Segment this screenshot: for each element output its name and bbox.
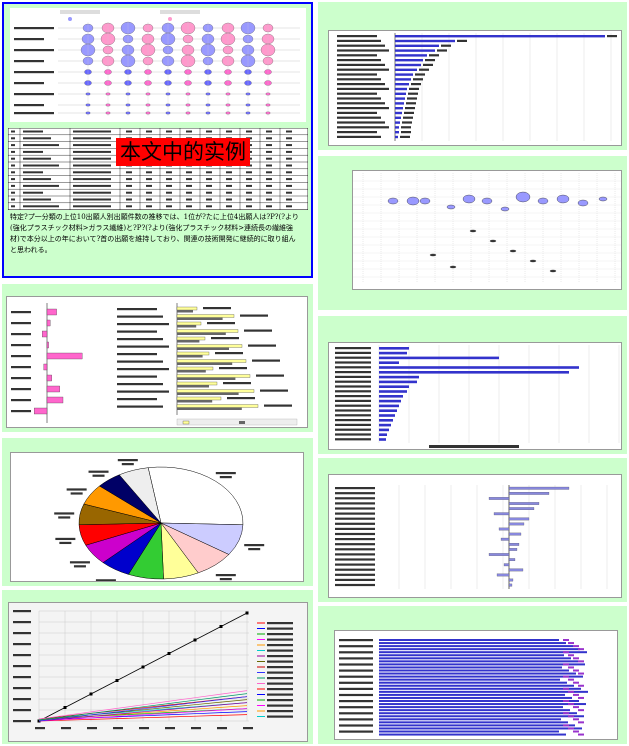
bubble-chart — [10, 8, 306, 122]
pie-chart — [10, 452, 304, 582]
group-ranking-svg — [329, 343, 622, 450]
keyword-chart — [328, 474, 622, 598]
body-line-4: と思われる。 — [10, 245, 305, 256]
group-ranking-panel — [318, 316, 627, 454]
line-svg — [9, 603, 308, 742]
bar-ranking-chart — [6, 296, 308, 428]
bar-ranking-panel — [2, 284, 313, 432]
pie-svg — [11, 453, 304, 582]
line-chart — [8, 602, 308, 742]
term-panel — [318, 606, 627, 744]
body-line-3: 材)で本分以上の年において?首の出願を維持しており、関連の技術開発に継続的に取り… — [10, 234, 305, 245]
keyword-svg — [329, 475, 622, 598]
term-chart — [334, 630, 618, 740]
pie-panel — [2, 438, 313, 586]
ranking-chart — [328, 30, 622, 146]
scatter-panel — [318, 156, 627, 310]
body-text: 特定?プ一分類の上位10出願人別出願件数の推移では、1位が?たに上位4出願人は?… — [10, 212, 305, 256]
bubble-table-panel: 本文中的实例 特定?プ一分類の上位10出願人別出願件数の推移では、1位が?たに上… — [2, 2, 313, 278]
scatter-svg — [353, 171, 622, 290]
bar-ranking-svg — [7, 297, 308, 428]
ranking-panel — [318, 2, 627, 150]
line-chart-panel — [2, 590, 313, 744]
body-line-1: 特定?プ一分類の上位10出願人別出願件数の推移では、1位が?たに上位4出願人は?… — [10, 212, 305, 223]
body-line-2: (強化プラスチック材料>ガラス繊維)と?P?(?より(強化プラスチック材料>連続… — [10, 223, 305, 234]
stamp-label: 本文中的实例 — [116, 138, 250, 166]
bubble-chart-svg — [10, 8, 306, 122]
keyword-panel — [318, 458, 627, 602]
term-svg — [335, 631, 618, 740]
ranking-svg — [329, 31, 622, 146]
scatter-chart — [352, 170, 622, 290]
group-ranking-chart — [328, 342, 622, 450]
